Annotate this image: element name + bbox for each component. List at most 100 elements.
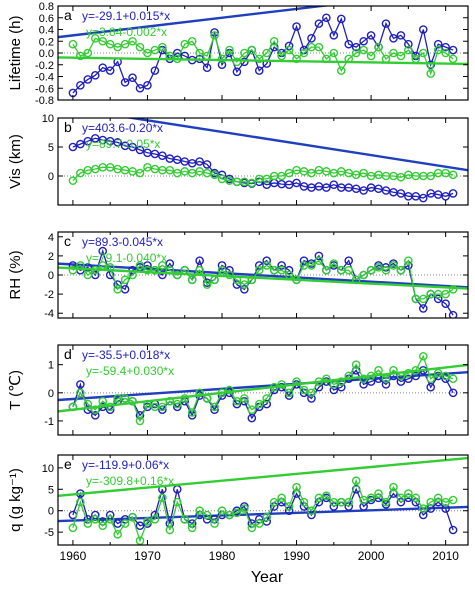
y-tick-label: 4 [48,232,54,244]
data-point-green [314,256,324,265]
x-tick-label: 2000 [358,549,385,563]
data-point-green [307,168,316,178]
data-point-green [90,265,100,275]
data-point-blue [441,299,450,308]
y-axis-label: T (℃) [7,370,24,410]
data-point-blue [329,180,339,189]
data-point-green [90,34,100,43]
trend-line-green [58,456,468,497]
data-point-green [322,54,331,64]
data-point-blue [292,178,301,188]
data-point-blue [105,66,115,75]
data-point-green [426,69,436,78]
data-point-green [277,493,286,503]
panel-frame [57,454,469,546]
data-point-green [113,529,122,539]
equation-green: y=-309.8+0.16*x [86,474,174,488]
data-point-green [426,374,436,384]
data-point-green [359,374,368,384]
plot-area [58,456,468,545]
data-point-blue [448,525,458,535]
data-point-green [336,66,346,75]
data-point-green [83,399,93,409]
data-point-blue [120,78,130,87]
data-point-blue [240,285,249,294]
data-point-green [240,504,249,513]
equation-green: y=79.1-0.040*x [86,251,167,265]
data-point-blue [202,160,212,169]
data-point-green [441,48,450,58]
panel-letter: e [64,456,72,472]
data-point-green [232,396,242,406]
data-point-blue [441,42,450,52]
data-point-green [240,48,249,58]
y-tick-label: 1 [48,360,54,372]
y-tick-label: 0 [48,171,54,183]
data-point-blue [262,256,272,265]
data-point-green [262,48,272,58]
data-point-blue [418,25,428,34]
data-point-green [180,514,190,524]
data-point-blue [344,256,354,265]
data-point-green [210,170,219,180]
data-point-green [165,265,175,275]
y-tick-label: -0.6 [35,83,54,95]
data-point-blue [135,521,145,531]
data-point-green [344,497,354,507]
data-point-green [225,510,234,520]
data-point-green [396,371,406,381]
trend-line-blue [58,262,468,289]
data-point-green [68,265,78,275]
data-point-green [143,399,152,409]
data-point-blue [150,66,160,75]
data-point-blue [418,193,428,203]
data-point-blue [344,39,354,49]
data-point-blue [381,380,391,389]
panel-letter: b [64,119,72,135]
panel-letter: d [64,346,72,362]
data-point-green [68,402,78,412]
data-point-green [448,170,458,180]
data-point-blue [314,251,324,261]
data-point-blue [448,310,458,318]
data-point-blue [359,186,368,195]
data-point-green [277,51,286,61]
data-point-green [76,168,85,178]
data-point-green [172,399,182,409]
data-point-blue [396,377,406,386]
data-point-blue [389,34,398,43]
data-point-green [262,512,272,522]
series-line-blue [72,16,454,94]
data-point-green [262,261,272,270]
data-point-green [240,394,249,403]
data-point-blue [322,13,331,23]
panels: -0.8-0.6-0.4-0.20.00.20.40.60.8 Lifetime … [7,1,469,546]
equation-blue: y=-29.1+0.015*x [82,9,170,23]
data-point-blue [448,45,458,55]
y-tick-label: -0.4 [35,72,54,84]
panel-b: 0 5 10 Vis (km) b y=403.6-0.20*x y=89.7-0.05*x [7,113,469,206]
equation-blue: y=-119.9+0.06*x [82,458,169,472]
plot-area [68,118,468,203]
data-point-green [195,388,204,398]
data-point-green [433,493,443,503]
series-line-green [72,478,454,543]
data-point-green [404,256,413,265]
y-tick-label: 0 [48,388,54,400]
data-point-green [336,377,346,386]
data-point-green [344,265,354,275]
data-point-green [165,525,175,535]
x-tick-label: 2010 [432,549,459,563]
data-point-green [404,45,413,55]
data-point-green [232,275,242,285]
data-point-green [217,265,227,275]
data-point-blue [158,151,167,160]
data-point-green [374,42,383,52]
equation-blue: y=89.3-0.045*x [82,235,163,249]
data-point-green [180,39,190,49]
data-point-green [359,495,368,505]
data-point-green [351,476,361,486]
data-point-green [366,51,376,61]
data-point-blue [404,374,413,384]
data-point-green [322,374,331,384]
